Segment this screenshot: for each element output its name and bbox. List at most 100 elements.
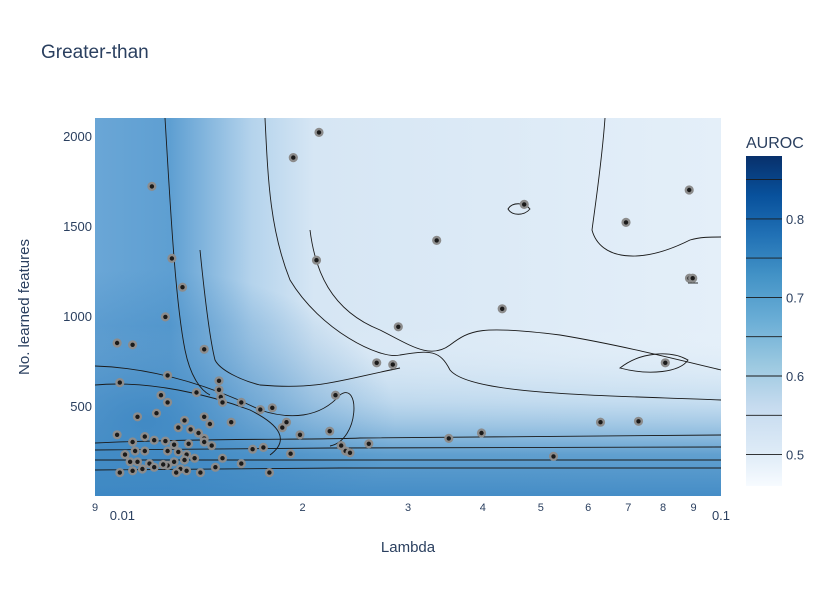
scatter-point <box>393 322 403 332</box>
colorbar-tick-label: 0.6 <box>786 369 804 384</box>
scatter-point <box>595 417 606 427</box>
scatter-point <box>660 358 670 368</box>
colorbar-gradient <box>746 156 782 486</box>
scatter-point <box>199 344 209 354</box>
scatter-point <box>173 447 183 457</box>
scatter-point <box>186 424 196 435</box>
scatter-point <box>633 416 644 426</box>
colorbar-title: AUROC <box>746 135 804 152</box>
scatter-point <box>182 466 192 476</box>
scatter-point <box>207 441 217 451</box>
scatter-point <box>179 455 190 465</box>
scatter-point <box>286 449 296 459</box>
scatter-point <box>688 273 698 283</box>
scatter-point <box>140 446 150 456</box>
scatter-point <box>548 451 559 462</box>
colorbar-tick-label: 0.7 <box>786 290 804 305</box>
x-tick-label: 8 <box>660 502 666 514</box>
scatter-point <box>226 417 236 427</box>
scatter-point <box>169 440 179 450</box>
contour-line <box>264 118 721 401</box>
scatter-point <box>217 397 228 408</box>
scatter-point <box>519 199 529 210</box>
scatter-point <box>171 468 181 478</box>
scatter-point <box>258 442 269 453</box>
x-axis-label: Lambda <box>381 539 436 556</box>
scatter-point <box>191 387 202 398</box>
scatter-point <box>195 468 206 478</box>
scatter-point <box>217 453 228 463</box>
y-axis-label: No. learned features <box>16 239 33 375</box>
scatter-point <box>177 282 188 292</box>
scatter-point <box>112 430 122 440</box>
scatter-point <box>193 428 204 438</box>
scatter-point <box>621 217 631 228</box>
scatter-point <box>210 462 221 472</box>
scatter-point <box>184 439 194 449</box>
colorbar-ticks: 0.5 0.6 0.7 0.8 <box>786 212 804 463</box>
x-tick-label: 6 <box>585 502 591 514</box>
scatter-point <box>372 358 382 368</box>
scatter-point <box>264 468 275 478</box>
scatter-point <box>156 390 166 400</box>
contour-line <box>507 203 531 215</box>
scatter-point <box>288 153 298 163</box>
contour-line <box>164 118 211 396</box>
scatter-point <box>236 459 246 469</box>
y-tick-label: 1000 <box>63 309 92 324</box>
scatter-point <box>248 444 258 454</box>
x-tick-label: 4 <box>480 502 486 514</box>
scatter-point <box>128 466 138 476</box>
scatter-point <box>255 405 265 415</box>
colorbar: AUROC 0.5 0.6 0.7 0.8 <box>746 135 804 486</box>
scatter-point <box>132 457 143 467</box>
scatter-point <box>132 412 143 422</box>
scatter-point <box>163 446 173 456</box>
scatter-point <box>173 423 183 433</box>
x-tick-label: 0.1 <box>712 508 730 523</box>
scatter-point <box>325 426 335 436</box>
x-tick-label: 9 <box>92 502 98 514</box>
scatter-point <box>112 338 122 348</box>
scatter-point <box>167 253 177 264</box>
scatter-point <box>476 428 487 438</box>
contour-line <box>619 353 689 373</box>
scatter-point <box>236 397 246 408</box>
x-tick-label: 3 <box>405 502 411 514</box>
scatter-point <box>345 448 355 458</box>
scatter-point <box>128 340 138 350</box>
scatter-point <box>130 446 140 456</box>
scatter-point <box>364 439 374 449</box>
scatter-point <box>214 385 224 395</box>
y-tick-label: 500 <box>70 399 92 414</box>
x-tick-label: 0.01 <box>110 508 135 523</box>
colorbar-levels <box>746 179 782 456</box>
plot-area <box>95 118 721 496</box>
contour-line <box>95 365 355 447</box>
x-tick-label: 9 <box>691 502 697 514</box>
x-tick-label: 2 <box>300 502 306 514</box>
scatter-point <box>388 360 398 370</box>
colorbar-tick-label: 0.5 <box>786 448 804 463</box>
scatter-point <box>147 181 157 192</box>
scatter-point <box>281 417 292 427</box>
contour-line <box>199 249 401 387</box>
scatter-point <box>158 459 168 470</box>
scatter-point <box>151 408 162 418</box>
scatter-point <box>169 457 179 467</box>
x-axis: 9 0.01 2 3 4 5 6 7 8 9 0.1 <box>92 502 730 523</box>
scatter-point <box>140 432 150 442</box>
scatter-point <box>128 437 138 447</box>
scatter-point <box>163 397 173 408</box>
scatter-point <box>115 378 125 388</box>
scatter-point <box>163 370 173 381</box>
contour-line <box>309 229 721 371</box>
scatter-point <box>330 390 341 400</box>
colorbar-tick-label: 0.8 <box>786 212 804 227</box>
scatter-point <box>444 433 454 444</box>
scatter-point <box>190 453 200 463</box>
x-tick-label: 5 <box>538 502 544 514</box>
scatter-point <box>115 468 125 478</box>
scatter-point <box>267 403 277 413</box>
